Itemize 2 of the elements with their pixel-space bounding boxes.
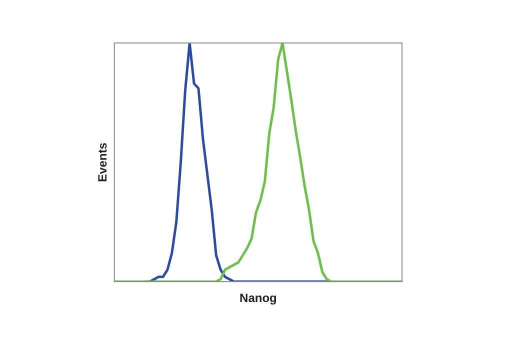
y-axis-title: Events <box>96 142 110 182</box>
x-axis-title: Nanog <box>240 291 277 306</box>
